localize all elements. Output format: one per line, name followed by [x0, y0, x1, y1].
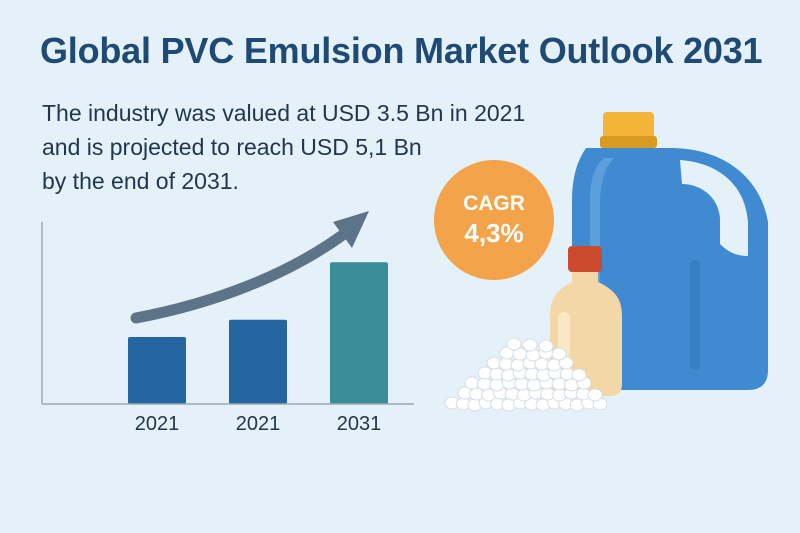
pellet [558, 356, 574, 370]
pellet [464, 376, 480, 390]
x-tick-label-2: 2021 [236, 413, 281, 435]
description-line-3: by the end of 2031. [42, 168, 239, 194]
pellet [526, 378, 542, 392]
x-tick-labels: 2021 2021 2031 [135, 413, 382, 435]
bar-group [128, 262, 388, 404]
pellet [571, 368, 587, 382]
trend-arrowhead-icon [333, 211, 369, 248]
pellet [514, 377, 530, 391]
pellet [587, 388, 603, 402]
pellet [522, 338, 538, 352]
cagr-badge: CAGR 4,3% [434, 160, 554, 280]
bar-2 [229, 319, 287, 404]
description-line-1: The industry was valued at USD 3.5 Bn in… [42, 100, 526, 126]
pellet [551, 347, 567, 361]
pellets-icon [444, 337, 608, 412]
page-title: Global PVC Emulsion Market Outlook 2031 [40, 30, 763, 71]
description-line-2: and is projected to reach USD 5,1 Bn [42, 134, 422, 160]
pellet [489, 378, 505, 392]
trend-arrow-icon [130, 222, 358, 324]
pellet [538, 339, 554, 353]
product-illustration [444, 112, 768, 412]
cagr-value: 4,3% [464, 218, 524, 248]
pellet [476, 377, 492, 391]
market-description: The industry was valued at USD 3.5 Bn in… [42, 96, 562, 198]
market-bar-chart: 2021 2021 2031 [41, 211, 414, 435]
x-tick-label-1: 2021 [135, 413, 180, 435]
bar-1 [128, 336, 186, 404]
bar-3 [330, 262, 388, 404]
cagr-label: CAGR [463, 192, 525, 215]
x-tick-label-3: 2031 [337, 413, 382, 435]
pellet [506, 337, 522, 351]
